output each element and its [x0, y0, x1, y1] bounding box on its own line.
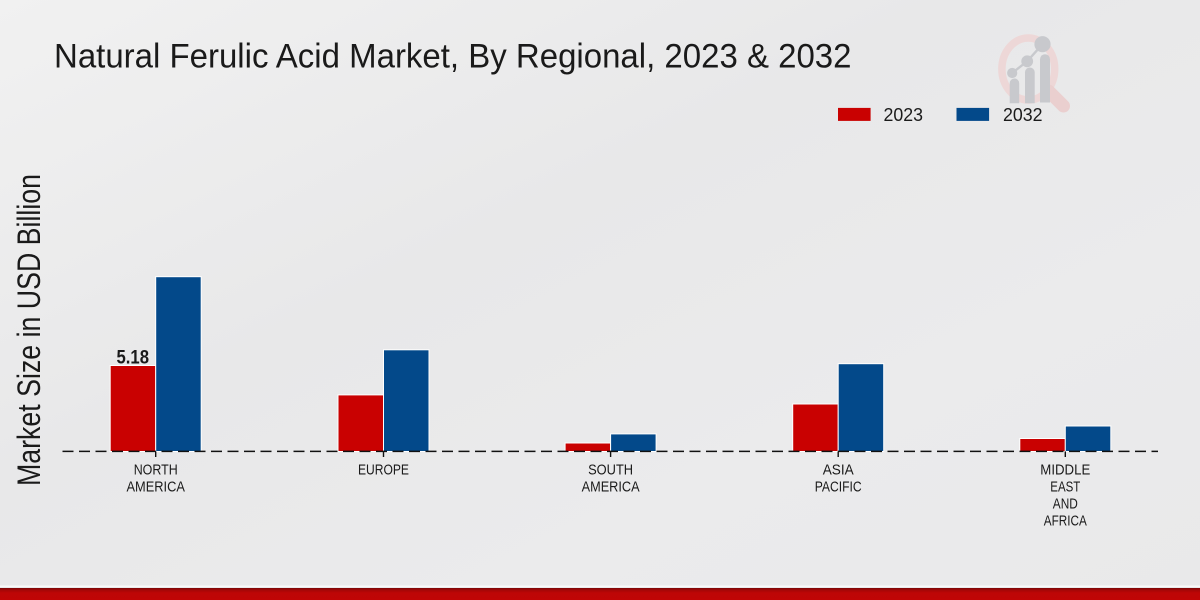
svg-text:2023: 2023: [884, 104, 924, 125]
svg-text:2032: 2032: [1003, 104, 1043, 125]
svg-text:Market Size in USD Billion: Market Size in USD Billion: [11, 174, 47, 486]
svg-text:EUROPE: EUROPE: [358, 461, 409, 478]
svg-text:EAST: EAST: [1050, 478, 1080, 495]
svg-text:MIDDLE: MIDDLE: [1040, 461, 1090, 478]
svg-text:5.18: 5.18: [117, 348, 150, 369]
svg-text:PACIFIC: PACIFIC: [815, 478, 862, 495]
svg-text:SOUTH: SOUTH: [588, 461, 633, 478]
svg-text:AMERICA: AMERICA: [582, 478, 640, 495]
svg-text:Natural Ferulic Acid Market, B: Natural Ferulic Acid Market, By Regional…: [54, 38, 852, 76]
svg-text:AMERICA: AMERICA: [127, 478, 185, 495]
svg-text:AND: AND: [1053, 496, 1078, 513]
svg-text:ASIA: ASIA: [823, 461, 854, 478]
svg-text:AFRICA: AFRICA: [1044, 513, 1087, 530]
svg-text:NORTH: NORTH: [134, 461, 178, 478]
